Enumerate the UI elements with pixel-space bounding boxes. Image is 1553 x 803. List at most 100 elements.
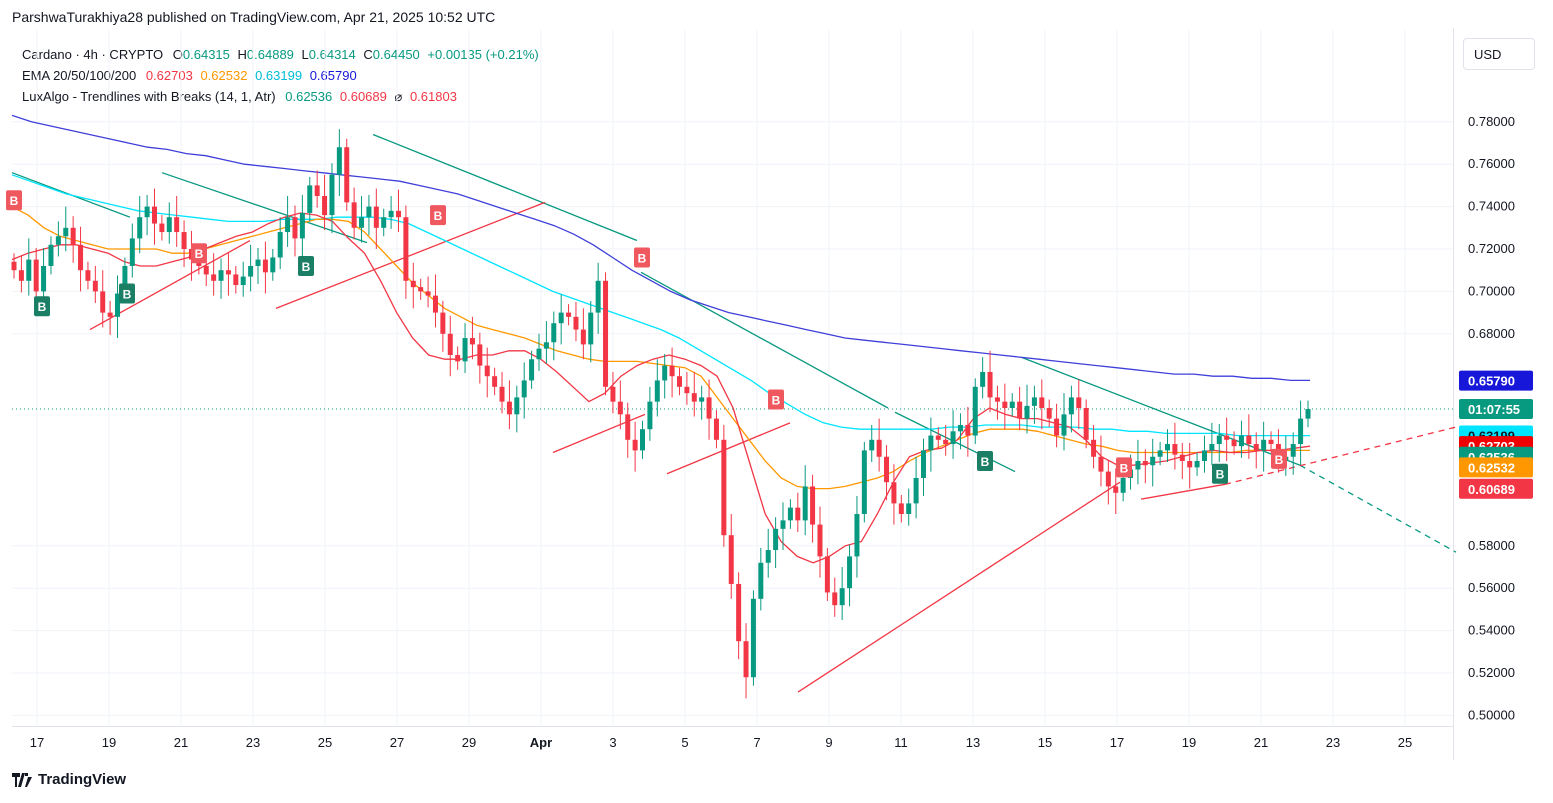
- candle-body: [388, 210, 394, 218]
- price-scale-divider: [1453, 28, 1454, 760]
- x-tick-label: 19: [1182, 735, 1196, 750]
- candle-body: [85, 270, 91, 281]
- y-tick-label: 0.58000: [1468, 538, 1515, 553]
- price-badge: [1459, 478, 1533, 499]
- candle-body: [728, 535, 734, 584]
- lux-value-3: 0.61803: [409, 89, 457, 104]
- candle-body: [780, 520, 786, 529]
- break-badge-label: B: [38, 300, 47, 314]
- candle-body: [225, 270, 231, 275]
- candle-body: [329, 174, 335, 216]
- low-label: L: [301, 47, 309, 62]
- candle-body: [1031, 397, 1037, 406]
- candle-body: [617, 401, 623, 415]
- candle-body: [1305, 409, 1311, 419]
- candle-body: [854, 514, 860, 557]
- candle-body: [255, 259, 261, 266]
- candle-body: [1290, 444, 1296, 457]
- candle-body: [396, 210, 402, 218]
- break-badge-label: B: [1275, 453, 1284, 467]
- candle-body: [824, 556, 830, 593]
- candle-body: [987, 371, 993, 398]
- trendline-up: [797, 481, 1121, 693]
- price-badge-label: 0.60689: [1468, 482, 1515, 497]
- candle-body: [48, 244, 54, 266]
- break-badge-label: B: [123, 288, 132, 302]
- candle-body: [447, 333, 453, 355]
- candle-body: [381, 217, 387, 228]
- candle-body: [1017, 401, 1023, 419]
- candle-body: [743, 641, 749, 678]
- trendline-down: [640, 271, 889, 409]
- candle-body: [684, 386, 690, 394]
- break-badges: B B B B B B B B B B B B: [6, 190, 1287, 484]
- bearish-break-badge: [6, 190, 22, 211]
- x-tick-label: 23: [1326, 735, 1340, 750]
- bearish-break-badge: [1116, 457, 1132, 478]
- tradingview-logo[interactable]: TradingView: [12, 771, 126, 788]
- break-badge-label: B: [1216, 468, 1225, 482]
- price-badge-label: 01:07:55: [1468, 402, 1520, 417]
- x-tick-label: 17: [1110, 735, 1124, 750]
- x-tick-label: 27: [390, 735, 404, 750]
- candle-body: [580, 329, 586, 345]
- x-tick-label: 7: [753, 735, 760, 750]
- break-badge-label: B: [302, 260, 311, 274]
- candle-body: [418, 287, 424, 292]
- candle-body: [773, 528, 779, 551]
- break-badge-label: B: [434, 209, 443, 223]
- tradingview-logo-icon: [12, 772, 32, 787]
- currency-button[interactable]: USD: [1463, 38, 1535, 70]
- ema50-value: 0.62532: [200, 68, 248, 83]
- candle-body: [248, 265, 254, 277]
- candle-body: [588, 312, 594, 345]
- candle-body: [632, 439, 638, 451]
- candle-body: [758, 562, 764, 599]
- lux-label[interactable]: LuxAlgo - Trendlines with Breaks (14, 1,…: [22, 89, 276, 104]
- break-badge-label: B: [772, 394, 781, 408]
- candle-body: [1002, 401, 1008, 408]
- candle-body: [1046, 408, 1052, 419]
- candle-body: [662, 365, 668, 381]
- candle-body: [100, 291, 106, 313]
- candle-body: [151, 206, 157, 224]
- low-value: 0.64314: [308, 47, 356, 62]
- candle-body: [55, 236, 61, 245]
- candle-body: [699, 397, 705, 402]
- price-badge-label: 0.65790: [1468, 374, 1515, 389]
- candle-body: [506, 401, 512, 415]
- candle-body: [174, 217, 180, 233]
- bearish-break-badge: [430, 205, 446, 226]
- candle-body: [1298, 418, 1304, 445]
- candle-body: [1083, 408, 1089, 440]
- candle-body: [373, 206, 379, 228]
- trendline-up: [1140, 483, 1226, 500]
- candle-body: [1142, 461, 1148, 466]
- candle-body: [499, 386, 505, 402]
- candle-body: [1157, 450, 1163, 457]
- candle-body: [839, 588, 845, 606]
- candle-body: [861, 450, 867, 514]
- legend-lux-row: LuxAlgo - Trendlines with Breaks (14, 1,…: [22, 86, 539, 107]
- candle-body: [943, 439, 949, 445]
- ema-label[interactable]: EMA 20/50/100/200: [22, 68, 137, 83]
- lux-value-2: 0.60689: [339, 89, 387, 104]
- x-tick-label: 21: [174, 735, 188, 750]
- candle-body: [935, 435, 941, 440]
- candle-body: [573, 316, 579, 330]
- candle-body: [595, 280, 601, 313]
- trendline-down-dashed: [1299, 464, 1457, 553]
- candle-body: [285, 217, 291, 233]
- candle-body: [558, 312, 564, 324]
- candle-body: [795, 507, 801, 521]
- candle-body: [403, 217, 409, 281]
- trendline-down: [372, 133, 638, 242]
- candle-body: [233, 274, 239, 286]
- candle-body: [299, 212, 305, 239]
- y-tick-label: 0.76000: [1468, 156, 1515, 171]
- symbol-label[interactable]: Cardano · 4h · CRYPTO: [22, 47, 164, 62]
- y-tick-label: 0.72000: [1468, 241, 1515, 256]
- candle-body: [713, 418, 719, 440]
- y-tick-label: 0.56000: [1468, 580, 1515, 595]
